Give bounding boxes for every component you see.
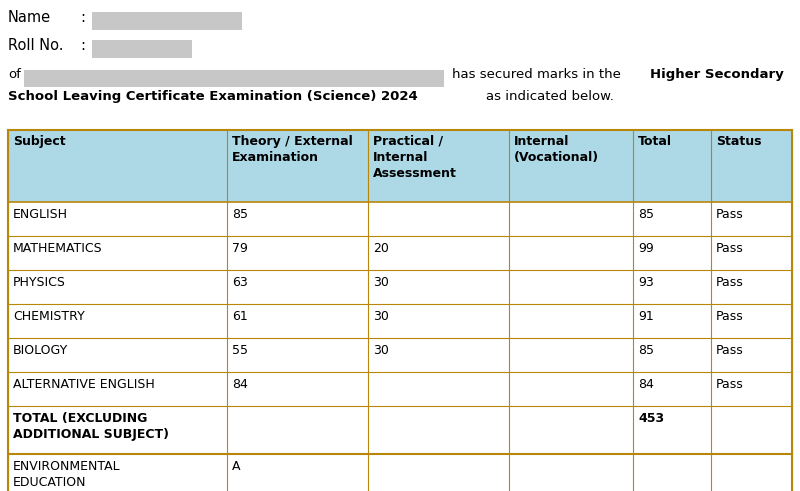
Bar <box>8 304 792 338</box>
Text: TOTAL (EXCLUDING
ADDITIONAL SUBJECT): TOTAL (EXCLUDING ADDITIONAL SUBJECT) <box>13 412 169 441</box>
Text: Pass: Pass <box>716 276 744 289</box>
Text: 84: 84 <box>638 378 654 391</box>
Text: Higher Secondary: Higher Secondary <box>650 68 784 81</box>
Text: Subject: Subject <box>13 135 66 148</box>
Text: A: A <box>232 460 241 473</box>
Text: Pass: Pass <box>716 208 744 221</box>
Text: 20: 20 <box>373 242 389 255</box>
Text: Roll No.: Roll No. <box>8 38 63 53</box>
Bar <box>8 406 792 454</box>
Bar <box>8 130 792 202</box>
Text: has secured marks in the: has secured marks in the <box>452 68 621 81</box>
Bar <box>8 202 792 236</box>
Bar <box>8 338 792 372</box>
Text: 79: 79 <box>232 242 248 255</box>
Text: PHYSICS: PHYSICS <box>13 276 66 289</box>
Text: ENGLISH: ENGLISH <box>13 208 68 221</box>
Text: 84: 84 <box>232 378 248 391</box>
Text: of: of <box>8 68 21 81</box>
Text: 30: 30 <box>373 276 389 289</box>
Text: 453: 453 <box>638 412 664 425</box>
Bar <box>8 270 792 304</box>
Text: ALTERNATIVE ENGLISH: ALTERNATIVE ENGLISH <box>13 378 154 391</box>
Text: Total: Total <box>638 135 672 148</box>
Bar <box>92 40 192 58</box>
Text: 30: 30 <box>373 310 389 323</box>
Bar <box>8 236 792 270</box>
Text: 85: 85 <box>638 208 654 221</box>
Bar <box>8 454 792 491</box>
Text: Status: Status <box>716 135 762 148</box>
Text: Pass: Pass <box>716 242 744 255</box>
Text: 99: 99 <box>638 242 654 255</box>
Text: 61: 61 <box>232 310 248 323</box>
Bar <box>8 372 792 406</box>
Text: MATHEMATICS: MATHEMATICS <box>13 242 102 255</box>
Text: CHEMISTRY: CHEMISTRY <box>13 310 85 323</box>
Text: 93: 93 <box>638 276 654 289</box>
Text: 30: 30 <box>373 344 389 357</box>
Text: Practical /
Internal
Assessment: Practical / Internal Assessment <box>373 135 457 180</box>
Text: 91: 91 <box>638 310 654 323</box>
Text: 63: 63 <box>232 276 248 289</box>
Text: :: : <box>80 38 85 53</box>
Text: Pass: Pass <box>716 378 744 391</box>
Text: :: : <box>80 10 85 25</box>
Text: School Leaving Certificate Examination (Science) 2024: School Leaving Certificate Examination (… <box>8 90 418 103</box>
Text: 85: 85 <box>638 344 654 357</box>
Text: as indicated below.: as indicated below. <box>486 90 614 103</box>
Text: Pass: Pass <box>716 310 744 323</box>
Text: Theory / External
Examination: Theory / External Examination <box>232 135 353 164</box>
Text: BIOLOGY: BIOLOGY <box>13 344 68 357</box>
Text: 85: 85 <box>232 208 248 221</box>
Text: 55: 55 <box>232 344 248 357</box>
Text: Name: Name <box>8 10 51 25</box>
Text: Pass: Pass <box>716 344 744 357</box>
Text: Internal
(Vocational): Internal (Vocational) <box>514 135 599 164</box>
Bar <box>92 12 242 30</box>
Bar <box>24 70 444 87</box>
Text: ENVIRONMENTAL
EDUCATION: ENVIRONMENTAL EDUCATION <box>13 460 121 489</box>
